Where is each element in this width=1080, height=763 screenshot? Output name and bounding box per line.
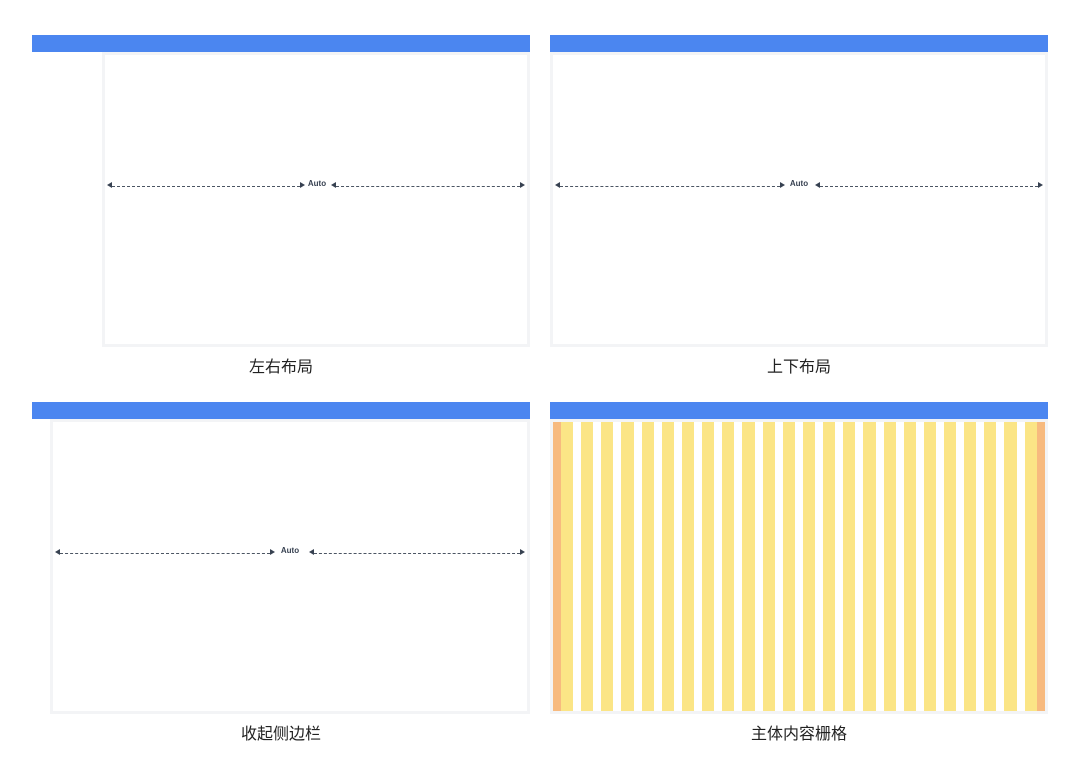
grid-columns — [553, 422, 1045, 711]
header-bar — [32, 402, 530, 419]
arrow-left-icon — [309, 549, 314, 555]
grid-gutter — [754, 422, 763, 711]
arrow-left-icon — [55, 549, 60, 555]
grid-column — [762, 422, 775, 711]
grid-column — [943, 422, 957, 711]
grid-gutter — [794, 422, 803, 711]
grid-gutter — [1016, 422, 1025, 711]
main-content: Auto — [105, 55, 527, 344]
grid-gutter — [976, 422, 985, 711]
grid-gutter — [573, 422, 582, 711]
grid-gutter — [774, 422, 783, 711]
dashed-line — [314, 553, 520, 554]
grid-column — [823, 422, 836, 711]
grid-column — [722, 422, 735, 711]
grid-gutter — [935, 422, 944, 711]
layout-frame: Auto — [32, 419, 530, 714]
layout-panel-top-bottom: Auto — [550, 35, 1048, 347]
arrow-left-icon — [107, 182, 112, 188]
grid-margin — [1036, 422, 1045, 711]
dashed-line — [560, 186, 780, 187]
panel-caption: 左右布局 — [248, 357, 314, 376]
panel-caption: 上下布局 — [766, 357, 832, 376]
grid-column — [661, 422, 674, 711]
main-content: Auto — [53, 422, 527, 711]
dashed-line — [112, 186, 300, 187]
width-measure: Auto — [555, 179, 1043, 193]
arrow-right-icon — [780, 182, 785, 188]
layout-panel-content-grid — [550, 402, 1048, 714]
grid-column — [621, 422, 634, 711]
arrow-right-icon — [270, 549, 275, 555]
grid-gutter — [815, 422, 824, 711]
grid-gutter — [633, 422, 642, 711]
grid-gutter — [915, 422, 924, 711]
grid-column — [641, 422, 654, 711]
collapsed-sidebar — [32, 419, 50, 714]
grid-gutter — [613, 422, 622, 711]
header-bar — [32, 35, 530, 52]
grid-gutter — [996, 422, 1005, 711]
layout-frame — [550, 419, 1048, 714]
grid-gutter — [835, 422, 844, 711]
grid-column — [964, 422, 977, 711]
header-bar — [550, 35, 1048, 52]
arrow-left-icon — [555, 182, 560, 188]
arrow-right-icon — [520, 182, 525, 188]
main-content: Auto — [553, 55, 1045, 344]
grid-column — [843, 422, 856, 711]
grid-gutter — [855, 422, 864, 711]
panel-caption: 主体内容栅格 — [750, 724, 848, 743]
grid-gutter — [593, 422, 602, 711]
panel-caption: 收起侧边栏 — [240, 724, 322, 743]
dashed-line — [336, 186, 520, 187]
grid-column — [923, 422, 936, 711]
grid-column — [702, 422, 715, 711]
grid-gutter — [714, 422, 723, 711]
grid-column — [742, 422, 755, 711]
arrow-left-icon — [331, 182, 336, 188]
grid-gutter — [956, 422, 965, 711]
grid-gutter — [653, 422, 662, 711]
grid-column — [782, 422, 795, 711]
layout-frame: Auto — [550, 52, 1048, 347]
grid-column — [863, 422, 876, 711]
grid-column — [1024, 422, 1037, 711]
auto-label: Auto — [280, 546, 300, 555]
width-measure: Auto — [55, 546, 525, 560]
arrow-left-icon — [815, 182, 820, 188]
sidebar — [32, 52, 102, 347]
width-measure: Auto — [107, 179, 525, 193]
layout-panel-collapsed-sidebar: Auto — [32, 402, 530, 714]
grid-gutter — [734, 422, 743, 711]
grid-column — [601, 422, 614, 711]
grid-column — [1004, 422, 1017, 711]
grid-gutter — [875, 422, 884, 711]
grid-margin — [553, 422, 561, 711]
arrow-right-icon — [520, 549, 525, 555]
grid-column — [903, 422, 916, 711]
auto-label: Auto — [789, 179, 809, 188]
grid-column — [581, 422, 594, 711]
arrow-right-icon — [300, 182, 305, 188]
arrow-right-icon — [1038, 182, 1043, 188]
grid-column — [681, 422, 695, 711]
grid-column — [561, 422, 574, 711]
grid-gutter — [673, 422, 682, 711]
grid-gutter — [694, 422, 703, 711]
auto-label: Auto — [307, 179, 327, 188]
dashed-line — [820, 186, 1038, 187]
grid-column — [984, 422, 997, 711]
grid-column — [883, 422, 896, 711]
layout-panel-left-right: Auto — [32, 35, 530, 347]
layout-frame: Auto — [32, 52, 530, 347]
grid-column — [802, 422, 816, 711]
header-bar — [550, 402, 1048, 419]
dashed-line — [60, 553, 270, 554]
grid-gutter — [895, 422, 904, 711]
